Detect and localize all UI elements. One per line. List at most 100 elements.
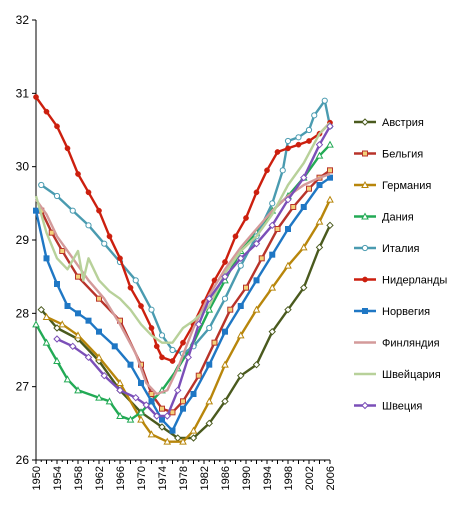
legend-item: Германия bbox=[354, 180, 431, 192]
y-tick-label: 26 bbox=[16, 453, 30, 467]
series-line bbox=[40, 169, 331, 414]
legend-item: Финляндия bbox=[354, 338, 440, 350]
data-point bbox=[274, 226, 281, 232]
data-point bbox=[180, 405, 186, 412]
legend-label: Швейцария bbox=[382, 369, 441, 381]
data-point bbox=[326, 122, 334, 131]
series-9 bbox=[53, 122, 334, 420]
data-point bbox=[290, 204, 297, 210]
data-point bbox=[32, 320, 40, 328]
data-point bbox=[43, 255, 50, 262]
data-point bbox=[42, 312, 51, 320]
legend-label: Австрия bbox=[382, 117, 424, 129]
x-tick-label: 1950 bbox=[31, 466, 43, 490]
data-point bbox=[75, 273, 81, 280]
data-point bbox=[306, 138, 312, 144]
data-point bbox=[284, 137, 292, 145]
data-point bbox=[237, 254, 245, 263]
data-point bbox=[237, 303, 244, 309]
data-point bbox=[252, 239, 261, 248]
data-point bbox=[205, 397, 214, 405]
data-point bbox=[326, 140, 334, 148]
x-tick-label: 1974 bbox=[157, 466, 169, 490]
data-point bbox=[316, 182, 323, 188]
data-point bbox=[64, 145, 71, 152]
legend-item: Норвегия bbox=[354, 306, 430, 318]
y-tick-label: 29 bbox=[16, 233, 30, 247]
legend-label: Швеция bbox=[382, 401, 422, 413]
data-point bbox=[137, 408, 145, 416]
data-point bbox=[221, 360, 229, 368]
legend-label: Норвегия bbox=[382, 306, 430, 318]
data-point bbox=[174, 386, 182, 395]
data-point bbox=[264, 167, 270, 174]
data-point bbox=[53, 356, 61, 364]
data-point bbox=[237, 371, 245, 380]
data-point bbox=[237, 262, 244, 269]
data-point bbox=[163, 412, 171, 420]
data-point bbox=[321, 97, 328, 104]
data-point bbox=[169, 358, 176, 364]
data-point bbox=[132, 393, 140, 402]
legend-marker bbox=[361, 118, 369, 126]
data-point bbox=[159, 416, 165, 423]
data-point bbox=[42, 338, 51, 346]
data-point bbox=[85, 189, 92, 196]
data-point bbox=[252, 360, 261, 369]
data-point bbox=[53, 192, 61, 200]
data-point bbox=[206, 361, 213, 368]
legend-marker bbox=[362, 276, 368, 283]
data-point bbox=[96, 328, 102, 335]
legend-label: Нидерланды bbox=[382, 275, 447, 287]
data-point bbox=[96, 295, 102, 302]
data-point bbox=[116, 386, 124, 395]
data-point bbox=[252, 305, 261, 313]
legend-marker bbox=[362, 308, 368, 314]
data-point bbox=[232, 233, 239, 240]
data-point bbox=[327, 174, 333, 181]
data-point bbox=[268, 283, 277, 291]
data-point bbox=[117, 255, 123, 262]
y-tick-label: 30 bbox=[16, 160, 30, 174]
legend-marker bbox=[361, 180, 369, 188]
data-point bbox=[163, 437, 172, 445]
data-point bbox=[37, 305, 45, 314]
data-point bbox=[95, 353, 103, 361]
data-point bbox=[236, 331, 245, 339]
data-point bbox=[300, 173, 308, 182]
legend-item: Австрия bbox=[354, 117, 424, 129]
data-point bbox=[299, 243, 308, 251]
data-point bbox=[306, 185, 312, 192]
legend-item: Нидерланды bbox=[354, 275, 447, 287]
data-point bbox=[63, 375, 72, 383]
x-tick-label: 1962 bbox=[94, 466, 106, 490]
data-point bbox=[326, 195, 334, 203]
data-point bbox=[153, 412, 161, 420]
data-point bbox=[326, 221, 334, 230]
x-tick-label: 1982 bbox=[199, 466, 211, 490]
x-tick-label: 2006 bbox=[325, 466, 337, 490]
series-1 bbox=[38, 167, 333, 416]
data-point bbox=[189, 434, 198, 442]
x-tick-label: 1994 bbox=[262, 466, 274, 490]
y-tick-label: 31 bbox=[16, 86, 30, 100]
data-point bbox=[205, 294, 213, 303]
data-point bbox=[205, 305, 214, 313]
data-point bbox=[85, 222, 92, 229]
series-8 bbox=[34, 121, 331, 344]
series-line bbox=[40, 224, 332, 440]
y-tick-label: 27 bbox=[16, 380, 30, 394]
data-point bbox=[295, 134, 302, 141]
data-point bbox=[184, 353, 192, 362]
data-point bbox=[179, 437, 187, 445]
data-point bbox=[195, 372, 202, 379]
data-point bbox=[211, 339, 218, 346]
data-point bbox=[148, 391, 155, 397]
data-point bbox=[138, 380, 144, 386]
data-point bbox=[116, 378, 124, 386]
x-tick-label: 1954 bbox=[52, 466, 64, 490]
series-0 bbox=[37, 221, 334, 442]
data-point bbox=[138, 303, 144, 309]
legend-marker bbox=[362, 150, 368, 157]
